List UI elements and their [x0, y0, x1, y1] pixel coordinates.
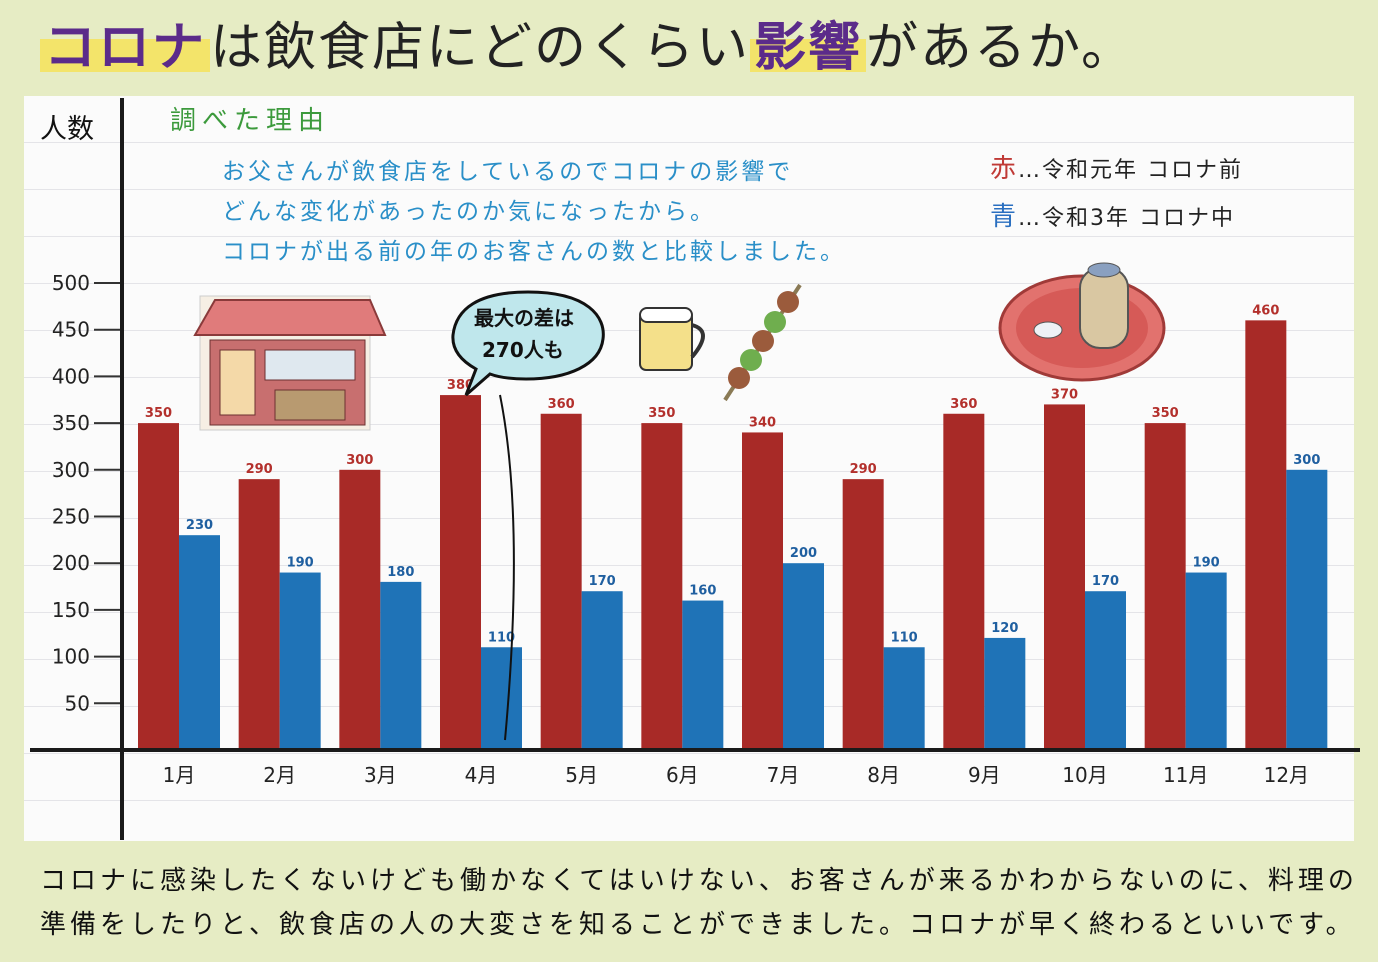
bar-data-label: 300 [346, 453, 373, 468]
title-end: があるか。 [866, 18, 1136, 78]
bar-during-corona [380, 581, 422, 750]
bar-data-label: 160 [689, 584, 716, 599]
bar-before-corona [842, 479, 884, 750]
x-tick-label: 7月 [767, 763, 800, 787]
bar-data-label: 350 [145, 406, 172, 421]
bar-data-label: 290 [246, 462, 273, 477]
x-tick-label: 9月 [968, 763, 1001, 787]
bar-data-label: 360 [548, 397, 575, 412]
bar-data-label: 360 [950, 397, 977, 412]
y-tick-label: 50 [65, 691, 90, 715]
bar-before-corona [1245, 320, 1287, 750]
bar-during-corona [481, 647, 522, 750]
bar-during-corona [1286, 469, 1328, 750]
bar-before-corona [440, 395, 481, 750]
bar-during-corona [883, 647, 925, 750]
bar-data-label: 300 [1293, 453, 1320, 468]
conclusion-line-2: 準備をしたりと、飲食店の人の大変さを知ることができました。コロナが早く終わるとい… [40, 910, 1356, 940]
bar-during-corona [581, 591, 623, 750]
bar-data-label: 230 [186, 518, 213, 533]
legend-red: 赤…令和元年 コロナ前 [990, 148, 1243, 185]
bar-before-corona [1044, 404, 1085, 750]
bar-before-corona [943, 413, 985, 750]
x-tick-label: 11月 [1163, 763, 1208, 787]
title-highlight-corona: コロナ [40, 18, 211, 78]
bar-data-label: 110 [488, 630, 515, 645]
y-tick-label: 200 [52, 551, 90, 575]
bar-before-corona [641, 423, 683, 750]
legend-red-label: 赤 [990, 154, 1019, 184]
bar-data-label: 200 [790, 546, 817, 561]
reason-line-2: どんな変化があったのか気になったから。 [222, 199, 716, 225]
beer-mug-drawing [639, 307, 705, 371]
bar-data-label: 190 [287, 556, 314, 571]
bar-during-corona [279, 572, 321, 750]
sake-set-drawing [998, 262, 1166, 382]
bar-data-label: 110 [891, 630, 918, 645]
legend-blue-label: 青 [990, 202, 1019, 232]
bar-before-corona [1144, 423, 1186, 750]
callout-pointer [499, 394, 515, 741]
y-axis-ticks: 50 100 150 200 250 300 350 400 450 500 [52, 271, 122, 715]
conclusion-line-1: コロナに感染したくないけども働かなくてはいけない、お客さんが来るかわからないのに… [40, 866, 1358, 896]
bar-before-corona [540, 413, 582, 750]
bar-before-corona [138, 423, 179, 750]
y-tick-label: 500 [52, 271, 90, 295]
title-highlight-impact: 影響 [750, 18, 867, 78]
bar-data-label: 370 [1051, 387, 1078, 402]
bar-during-corona [179, 535, 220, 750]
y-tick-label: 300 [52, 458, 90, 482]
x-tick-label: 1月 [163, 763, 196, 787]
poster-title: コロナは飲食店にどのくらい影響があるか。 [40, 8, 1340, 88]
callout-bubble [451, 290, 605, 397]
legend-blue: 青…令和3年 コロナ中 [990, 196, 1235, 233]
y-tick-label: 250 [52, 505, 90, 529]
bar-data-label: 460 [1252, 303, 1279, 318]
callout-line-1: 最大の差は [474, 306, 574, 330]
bar-during-corona [984, 637, 1026, 750]
bar-during-corona [682, 600, 724, 750]
y-tick-label: 100 [52, 645, 90, 669]
y-tick-label: 350 [52, 411, 90, 435]
reason-line-3: コロナが出る前の年のお客さんの数と比較しました。 [222, 239, 846, 265]
bar-data-label: 340 [749, 415, 776, 430]
title-middle: は飲食店にどのくらい [210, 18, 751, 78]
y-tick-label: 150 [52, 598, 90, 622]
x-tick-label: 5月 [565, 763, 598, 787]
bar-data-label: 170 [1092, 574, 1119, 589]
x-tick-label: 2月 [263, 763, 296, 787]
bar-before-corona [339, 469, 381, 750]
legend-blue-text: …令和3年 コロナ中 [1018, 206, 1236, 231]
bar-data-label: 290 [850, 462, 877, 477]
y-tick-label: 400 [52, 364, 90, 388]
callout-line-2: 270人も [482, 338, 564, 362]
bar-data-label: 350 [648, 406, 675, 421]
bar-data-label: 180 [387, 565, 414, 580]
legend-red-text: …令和元年 コロナ前 [1018, 158, 1244, 183]
y-axis-label: 人数 [40, 114, 94, 145]
bar-during-corona [1185, 572, 1227, 750]
yakitori-drawing [723, 283, 802, 402]
reason-title: 調べた理由 [170, 106, 331, 136]
x-tick-label: 8月 [867, 763, 900, 787]
izakaya-drawing [193, 295, 387, 431]
bar-data-label: 120 [991, 621, 1018, 636]
x-tick-label: 4月 [465, 763, 498, 787]
bar-before-corona [742, 432, 783, 750]
x-tick-label: 3月 [364, 763, 397, 787]
bar-during-corona [783, 563, 824, 750]
bars-layer: 3502302901903001803801103601703501603402… [138, 303, 1328, 750]
x-tick-label: 10月 [1062, 763, 1107, 787]
bar-data-label: 190 [1193, 556, 1220, 571]
bar-before-corona [238, 479, 280, 750]
y-tick-label: 450 [52, 318, 90, 342]
bar-data-label: 350 [1152, 406, 1179, 421]
reason-line-1: お父さんが飲食店をしているのでコロナの影響で [222, 159, 794, 185]
x-axis-labels: 1月 2月 3月 4月 5月 6月 7月 8月 9月 10月 11月 12月 [163, 763, 1309, 787]
x-tick-label: 6月 [666, 763, 699, 787]
bar-data-label: 170 [589, 574, 616, 589]
x-tick-label: 12月 [1264, 763, 1309, 787]
bar-during-corona [1085, 591, 1126, 750]
